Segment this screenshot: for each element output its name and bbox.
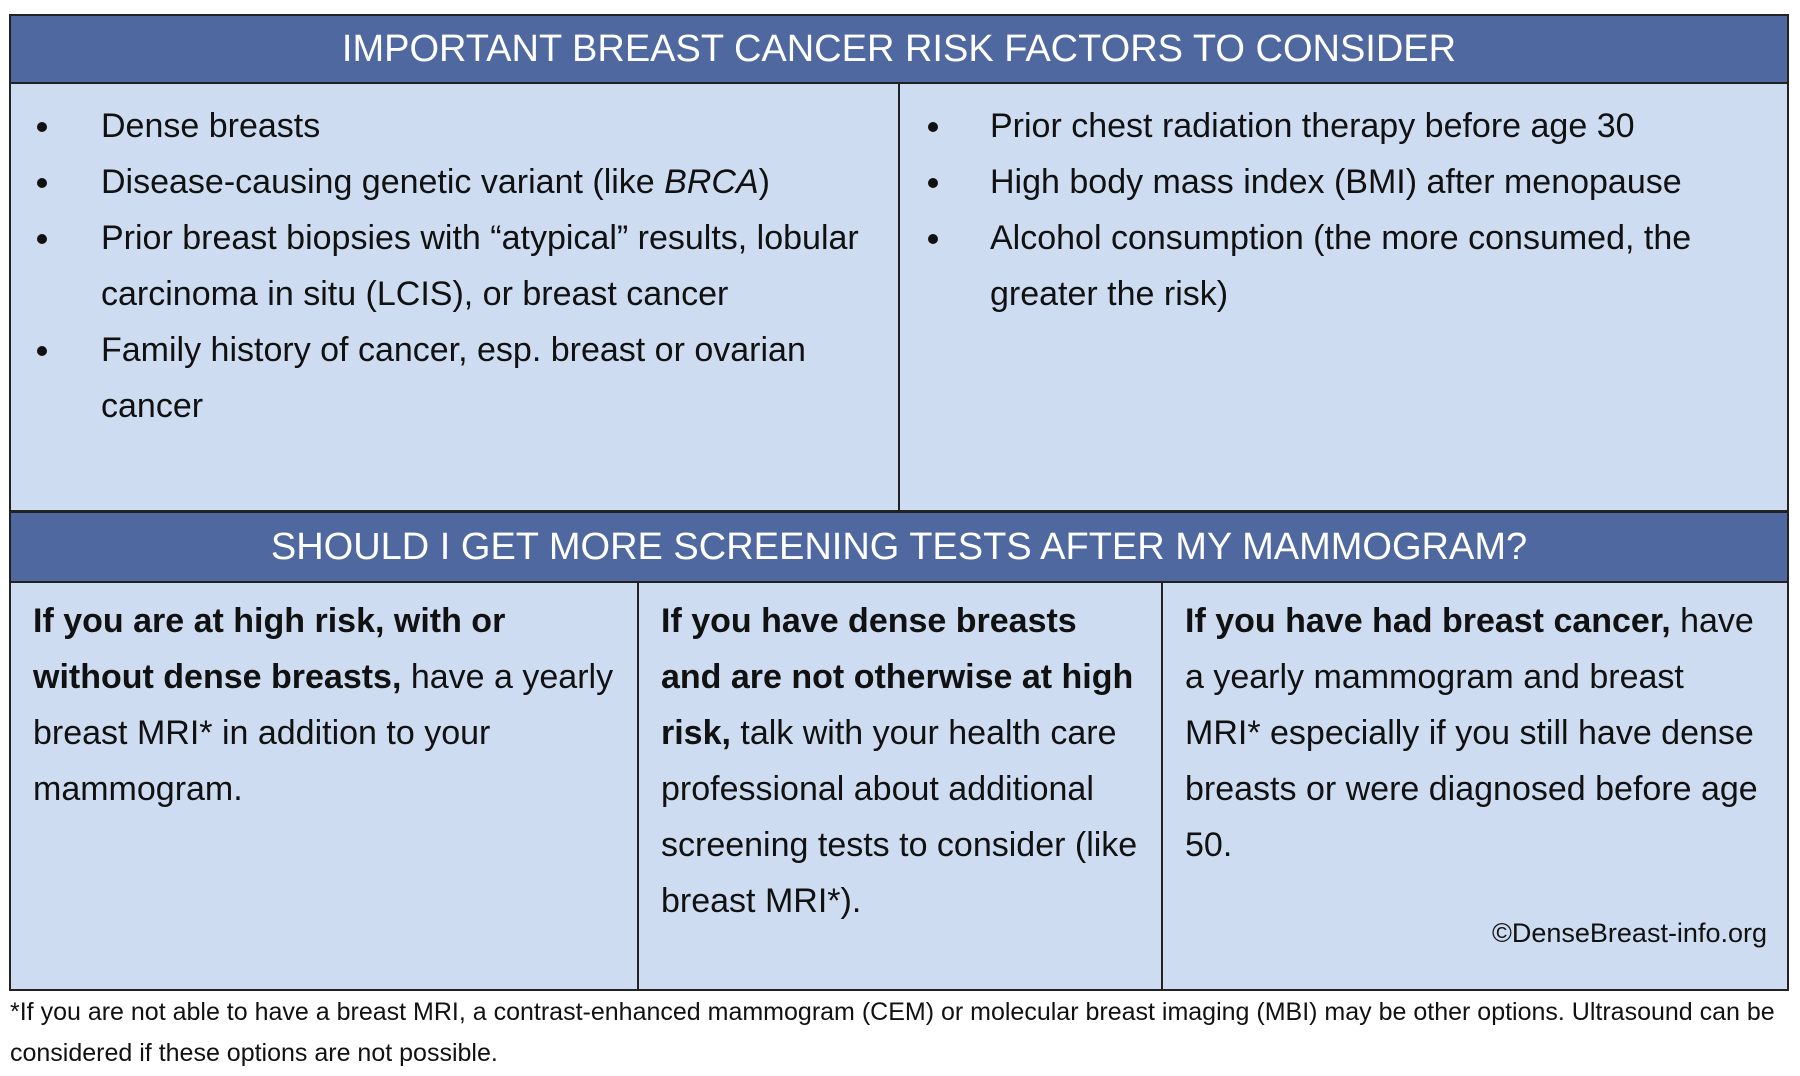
risk-list-right: Prior chest radiation therapy before age… <box>900 84 1787 322</box>
risk-item: Prior breast biopsies with “atypical” re… <box>11 210 898 322</box>
cell-lead: If you have had breast cancer, <box>1185 602 1671 640</box>
info-table: IMPORTANT BREAST CANCER RISK FACTORS TO … <box>9 14 1789 991</box>
cell-text: have a yearly mammogram and breast MRI* … <box>1185 602 1758 864</box>
risk-item: Dense breasts <box>11 98 898 154</box>
risk-text: ) <box>758 163 770 201</box>
risk-item: Alcohol consumption (the more consumed, … <box>900 210 1787 322</box>
risk-text: Prior breast biopsies with “atypical” re… <box>101 219 859 313</box>
cell-text: have a yearly breast MRI* in addition to… <box>33 658 614 808</box>
copyright: ©DenseBreast-info.org <box>1491 918 1767 948</box>
risk-title: IMPORTANT BREAST CANCER RISK FACTORS TO … <box>11 16 1787 84</box>
risk-text: Alcohol consumption (the more consumed, … <box>990 219 1692 313</box>
risk-row: Dense breasts Disease-causing genetic var… <box>11 84 1787 510</box>
screening-cell: If you are at high risk, with or without… <box>11 583 639 989</box>
risk-text: Family history of cancer, esp. breast or… <box>101 331 806 425</box>
footnote: *If you are not able to have a breast MR… <box>10 998 1775 1067</box>
screening-cell: If you have dense breasts and are not ot… <box>639 583 1163 989</box>
screening-title: SHOULD I GET MORE SCREENING TESTS AFTER … <box>11 510 1787 583</box>
risk-text: High body mass index (BMI) after menopau… <box>990 163 1682 201</box>
cell-lead: If you have dense breasts and are not ot… <box>661 602 1134 752</box>
risk-col-right: Prior chest radiation therapy before age… <box>900 84 1787 510</box>
risk-text: Prior chest radiation therapy before age… <box>990 107 1635 145</box>
cell-lead: If you are at high risk, with or without… <box>33 602 506 696</box>
risk-list-left: Dense breasts Disease-causing genetic var… <box>11 84 898 434</box>
risk-col-left: Dense breasts Disease-causing genetic var… <box>11 84 900 510</box>
risk-text: Dense breasts <box>101 107 321 145</box>
risk-item: Prior chest radiation therapy before age… <box>900 98 1787 154</box>
cell-text: talk with your health care professional … <box>661 714 1138 920</box>
screening-cell: If you have had breast cancer, have a ye… <box>1163 583 1787 989</box>
risk-item: Disease-causing genetic variant (like BR… <box>11 154 898 210</box>
risk-item: High body mass index (BMI) after menopau… <box>900 154 1787 210</box>
risk-item: Family history of cancer, esp. breast or… <box>11 322 898 434</box>
risk-text: BRCA <box>664 163 759 201</box>
risk-text: Disease-causing genetic variant (like <box>101 163 665 201</box>
screening-row: If you are at high risk, with or without… <box>11 583 1787 989</box>
